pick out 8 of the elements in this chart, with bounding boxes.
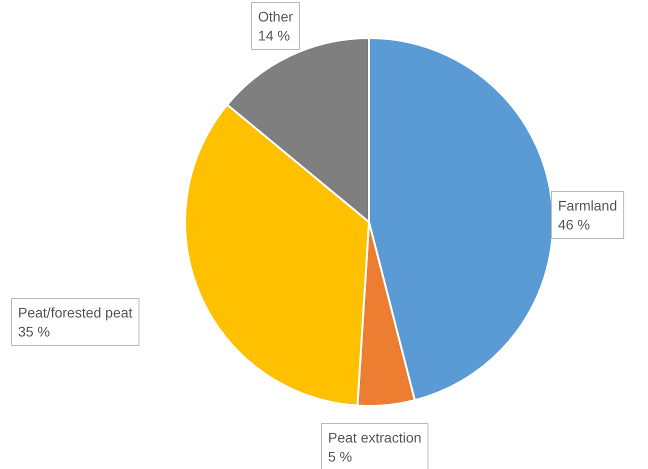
slice-label: Farmland [558,198,618,214]
data-label: 35 % [18,324,50,340]
data-label: 46 % [558,216,590,232]
slice-label: Peat/forested peat [18,304,133,320]
data-label: 5 % [328,448,352,464]
slice-label: Other [258,8,294,24]
data-label: 14 % [258,28,290,44]
slice-label: Peat extraction [328,430,422,446]
